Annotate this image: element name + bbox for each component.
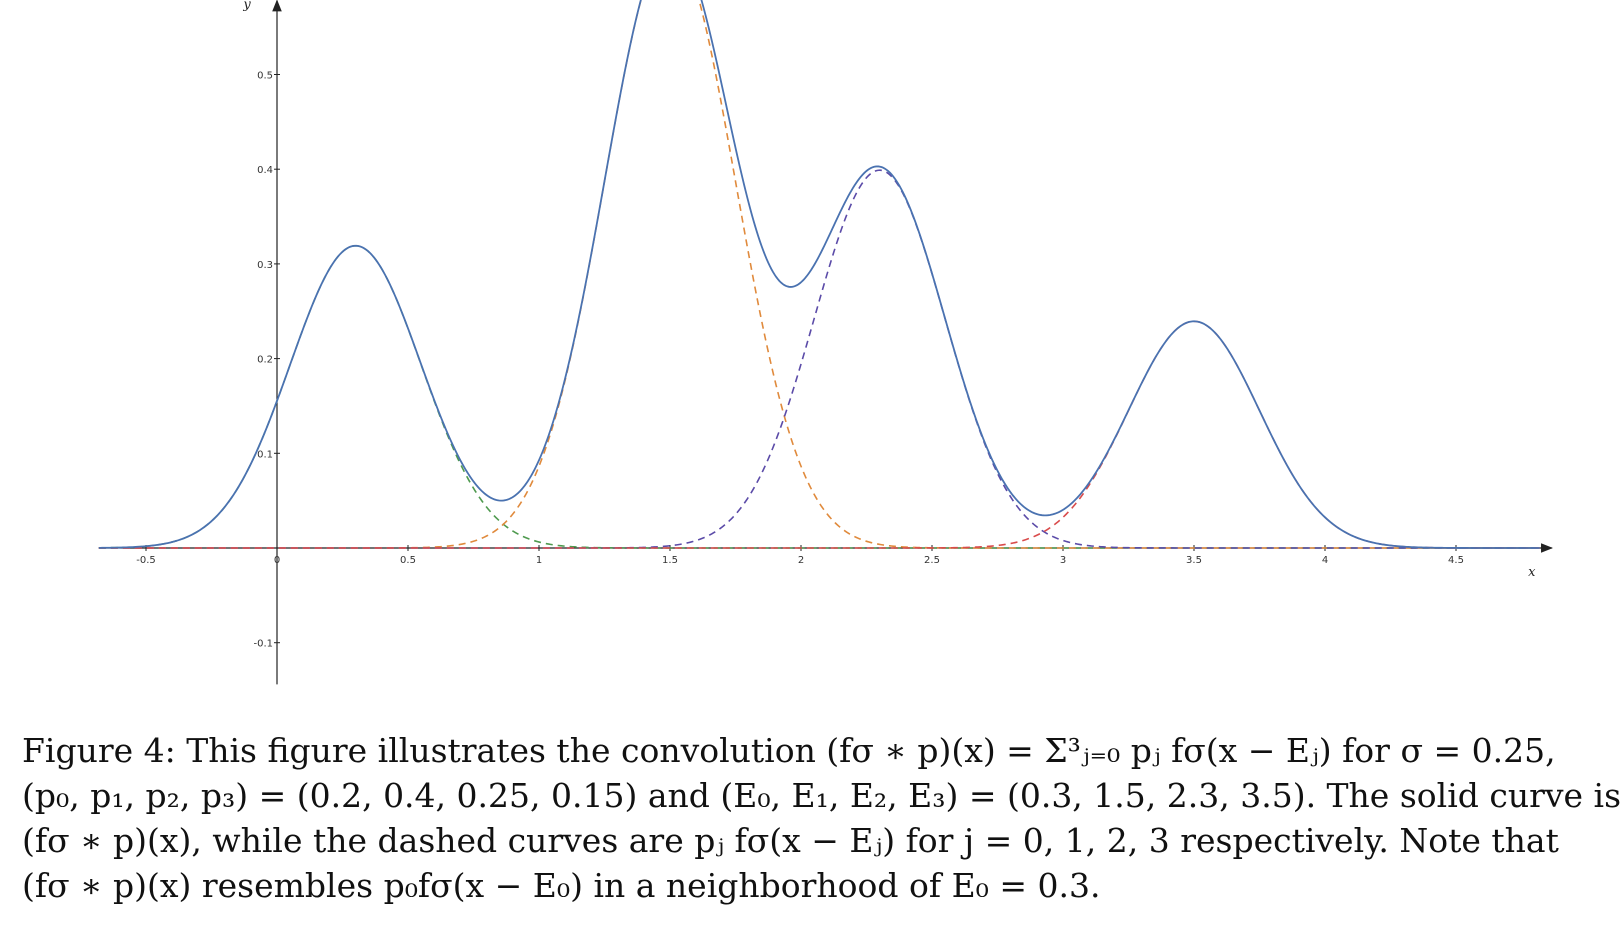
x-tick-label: 1.5 <box>662 555 678 566</box>
x-tick-label: 4 <box>1322 555 1328 566</box>
sum-curve <box>98 0 1540 549</box>
component-curve-3 <box>98 320 1540 549</box>
figure-caption: Figure 4: This figure illustrates the co… <box>22 728 1622 908</box>
y-tick-label: 0.3 <box>257 260 273 271</box>
caption-line-2: (p₀, p₁, p₂, p₃) = (0.2, 0.4, 0.25, 0.15… <box>22 776 1622 815</box>
y-tick-label: -0.1 <box>253 639 273 650</box>
chart: -0.5 0 0.5 1 1.5 2 2.5 3 3.5 4 4.5 -0.1 0.1 0.2 0.3 0.4… <box>98 0 1554 685</box>
x-tick-label: 3 <box>1060 555 1066 566</box>
component-curve-2 <box>98 169 1540 549</box>
y-tick-label: 0.2 <box>257 355 273 366</box>
curves <box>98 0 1540 549</box>
x-tick-label: 0.5 <box>400 555 416 566</box>
x-tick-label: -0.5 <box>136 555 156 566</box>
y-axis-label: y <box>242 0 251 13</box>
y-tick-label: 0.4 <box>257 165 273 176</box>
x-tick-label: 2.5 <box>924 555 940 566</box>
caption-line-1: Figure 4: This figure illustrates the co… <box>22 731 1556 770</box>
x-tick-label: 4.5 <box>1448 555 1464 566</box>
y-tick-label: 0.1 <box>257 449 273 460</box>
x-tick-label: 0 <box>274 555 280 566</box>
axes: -0.5 0 0.5 1 1.5 2 2.5 3 3.5 4 4.5 -0.1 0.1 0.2 0.3 0.4… <box>98 0 1554 685</box>
x-tick-label: 3.5 <box>1186 555 1202 566</box>
component-curve-1 <box>98 0 1540 549</box>
x-tick-label: 2 <box>798 555 804 566</box>
y-tick-label: 0.5 <box>257 71 273 82</box>
x-axis-label: x <box>1528 565 1536 580</box>
component-curve-0 <box>98 244 1540 549</box>
caption-line-4: (fσ ∗ p)(x) resembles p₀fσ(x − E₀) in a … <box>22 866 1101 905</box>
x-tick-label: 1 <box>536 555 542 566</box>
caption-line-3: (fσ ∗ p)(x), while the dashed curves are… <box>22 821 1559 860</box>
